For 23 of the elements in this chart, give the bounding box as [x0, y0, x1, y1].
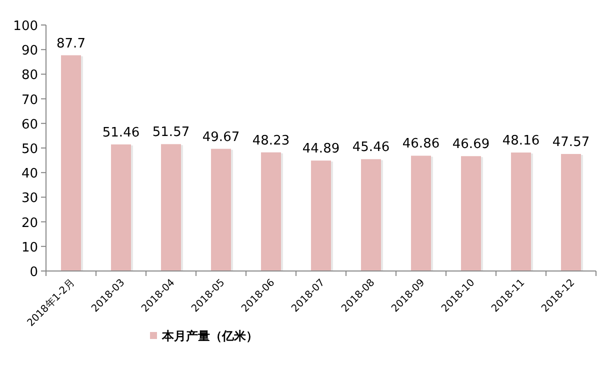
legend-label: 本月产量（亿米） — [161, 329, 258, 343]
y-tick-label: 50 — [21, 142, 38, 157]
data-label: 51.57 — [152, 125, 190, 140]
y-tick-label: 80 — [21, 68, 38, 84]
y-tick-label: 90 — [21, 44, 38, 59]
data-label: 45.46 — [352, 140, 390, 156]
data-label: 46.86 — [402, 136, 440, 152]
data-label: 48.16 — [502, 134, 540, 149]
y-tick-label: 70 — [21, 92, 38, 108]
y-tick-label: 60 — [21, 117, 38, 132]
data-label: 44.89 — [302, 142, 340, 157]
data-label: 48.23 — [252, 133, 290, 148]
data-label: 46.69 — [452, 137, 490, 152]
y-tick-label: 20 — [21, 216, 38, 231]
data-label: 47.57 — [552, 134, 590, 150]
y-tick-label: 10 — [21, 240, 38, 256]
data-label: 49.67 — [202, 130, 240, 145]
y-tick-label: 40 — [21, 166, 38, 182]
y-tick-label: 30 — [21, 191, 38, 206]
y-tick-label: 100 — [13, 19, 38, 34]
data-label: 87.7 — [56, 36, 86, 52]
y-tick-label: 0 — [30, 265, 38, 280]
data-label: 51.46 — [102, 125, 140, 140]
